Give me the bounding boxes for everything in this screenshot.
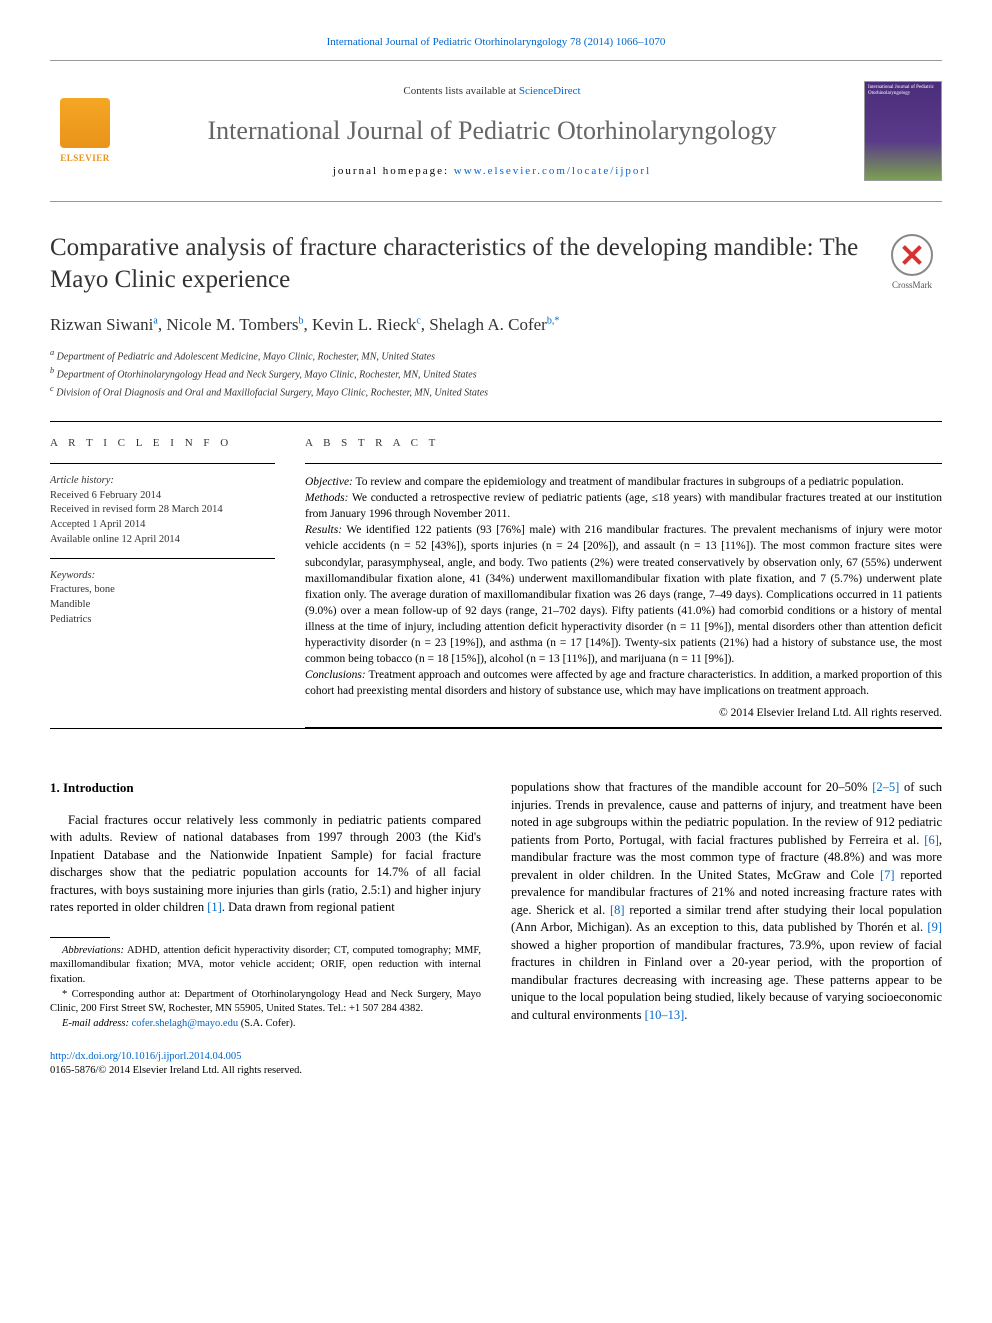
doi-block: http://dx.doi.org/10.1016/j.ijporl.2014.… [50, 1050, 481, 1065]
crossmark-label: CrossMark [892, 279, 932, 292]
conclusions-text: Treatment approach and outcomes were aff… [305, 669, 942, 697]
history-item: Received in revised form 28 March 2014 [50, 503, 275, 518]
issn-copyright: 0165-5876/© 2014 Elsevier Ireland Ltd. A… [50, 1064, 481, 1079]
rule-info-1 [50, 463, 275, 464]
objective-text: To review and compare the epidemiology a… [353, 476, 904, 488]
article-history: Article history: Received 6 February 201… [50, 474, 275, 547]
body-paragraph: Facial fractures occur relatively less c… [50, 812, 481, 917]
section-heading: 1. Introduction [50, 779, 481, 797]
author: Nicole M. Tombersb [166, 315, 303, 334]
history-item: Available online 12 April 2014 [50, 533, 275, 548]
history-item: Accepted 1 April 2014 [50, 518, 275, 533]
keyword: Fractures, bone [50, 583, 275, 598]
article-info-label: A R T I C L E I N F O [50, 436, 275, 451]
corresponding-author: * Corresponding author at: Department of… [50, 988, 481, 1017]
elsevier-tree-icon [60, 98, 110, 148]
ref-link[interactable]: [6] [924, 833, 939, 847]
conclusions-lead: Conclusions: [305, 669, 366, 681]
citation-header: International Journal of Pediatric Otorh… [50, 35, 942, 50]
keyword: Pediatrics [50, 613, 275, 628]
results-lead: Results: [305, 524, 342, 536]
body-column-right: populations show that fractures of the m… [511, 779, 942, 1079]
ref-link[interactable]: [7] [880, 868, 895, 882]
abstract-text: Objective: To review and compare the epi… [305, 474, 942, 699]
ref-link[interactable]: [10–13] [645, 1008, 685, 1022]
citation-link[interactable]: International Journal of Pediatric Otorh… [327, 36, 666, 48]
body-column-left: 1. Introduction Facial fractures occur r… [50, 779, 481, 1079]
ref-link[interactable]: [1] [207, 900, 222, 914]
history-label: Article history: [50, 474, 275, 489]
rule-abstract-bottom [305, 727, 942, 728]
objective-lead: Objective: [305, 476, 353, 488]
rule-abstract-top [305, 463, 942, 464]
abstract-copyright: © 2014 Elsevier Ireland Ltd. All rights … [305, 705, 942, 721]
footnotes: Abbreviations: ADHD, attention deficit h… [50, 944, 481, 1032]
sciencedirect-link[interactable]: ScienceDirect [519, 85, 581, 97]
body-paragraph: populations show that fractures of the m… [511, 779, 942, 1024]
homepage-prefix: journal homepage: [333, 165, 454, 177]
ref-link[interactable]: [2–5] [872, 780, 899, 794]
journal-name: International Journal of Pediatric Otorh… [120, 113, 864, 149]
methods-text: We conducted a retrospective review of p… [305, 492, 942, 520]
elsevier-label: ELSEVIER [60, 152, 110, 165]
abstract-label: A B S T R A C T [305, 436, 942, 451]
email-link[interactable]: cofer.shelagh@mayo.edu [132, 1018, 238, 1029]
affiliation-c: c Division of Oral Diagnosis and Oral an… [50, 383, 942, 400]
rule-top [50, 60, 942, 61]
abbrev-lead: Abbreviations: [62, 945, 124, 956]
rule-info-bottom [50, 728, 942, 729]
keywords-label: Keywords: [50, 569, 275, 584]
affiliation-a: a Department of Pediatric and Adolescent… [50, 347, 942, 364]
affiliations: a Department of Pediatric and Adolescent… [50, 347, 942, 401]
masthead: ELSEVIER Contents lists available at Sci… [50, 73, 942, 193]
journal-cover-thumbnail[interactable]: International Journal of Pediatric Otorh… [864, 81, 942, 181]
rule-mid [50, 201, 942, 202]
author-list: Rizwan Siwania, Nicole M. Tombersb, Kevi… [50, 313, 942, 337]
ref-link[interactable]: [8] [610, 903, 625, 917]
doi-link[interactable]: http://dx.doi.org/10.1016/j.ijporl.2014.… [50, 1051, 241, 1062]
rule-info-2 [50, 558, 275, 559]
contents-line: Contents lists available at ScienceDirec… [120, 84, 864, 99]
author: Kevin L. Rieckc [312, 315, 421, 334]
ref-link[interactable]: [9] [927, 920, 942, 934]
footnote-rule [50, 937, 110, 938]
author: Shelagh A. Coferb,* [429, 315, 559, 334]
homepage-link[interactable]: www.elsevier.com/locate/ijporl [454, 165, 651, 177]
homepage-line: journal homepage: www.elsevier.com/locat… [120, 164, 864, 179]
crossmark-icon [891, 234, 933, 276]
contents-prefix: Contents lists available at [403, 85, 518, 97]
elsevier-logo[interactable]: ELSEVIER [50, 92, 120, 170]
methods-lead: Methods: [305, 492, 348, 504]
rule-info-top [50, 421, 942, 422]
results-text: We identified 122 patients (93 [76%] mal… [305, 524, 942, 665]
author: Rizwan Siwania [50, 315, 158, 334]
journal-cover-text: International Journal of Pediatric Otorh… [865, 82, 941, 99]
affiliation-b: b Department of Otorhinolaryngology Head… [50, 365, 942, 382]
keywords-block: Keywords: Fractures, bone Mandible Pedia… [50, 569, 275, 628]
article-title: Comparative analysis of fracture charact… [50, 232, 862, 295]
email-lead: E-mail address: [62, 1018, 129, 1029]
history-item: Received 6 February 2014 [50, 489, 275, 504]
crossmark-badge[interactable]: CrossMark [882, 232, 942, 292]
keyword: Mandible [50, 598, 275, 613]
